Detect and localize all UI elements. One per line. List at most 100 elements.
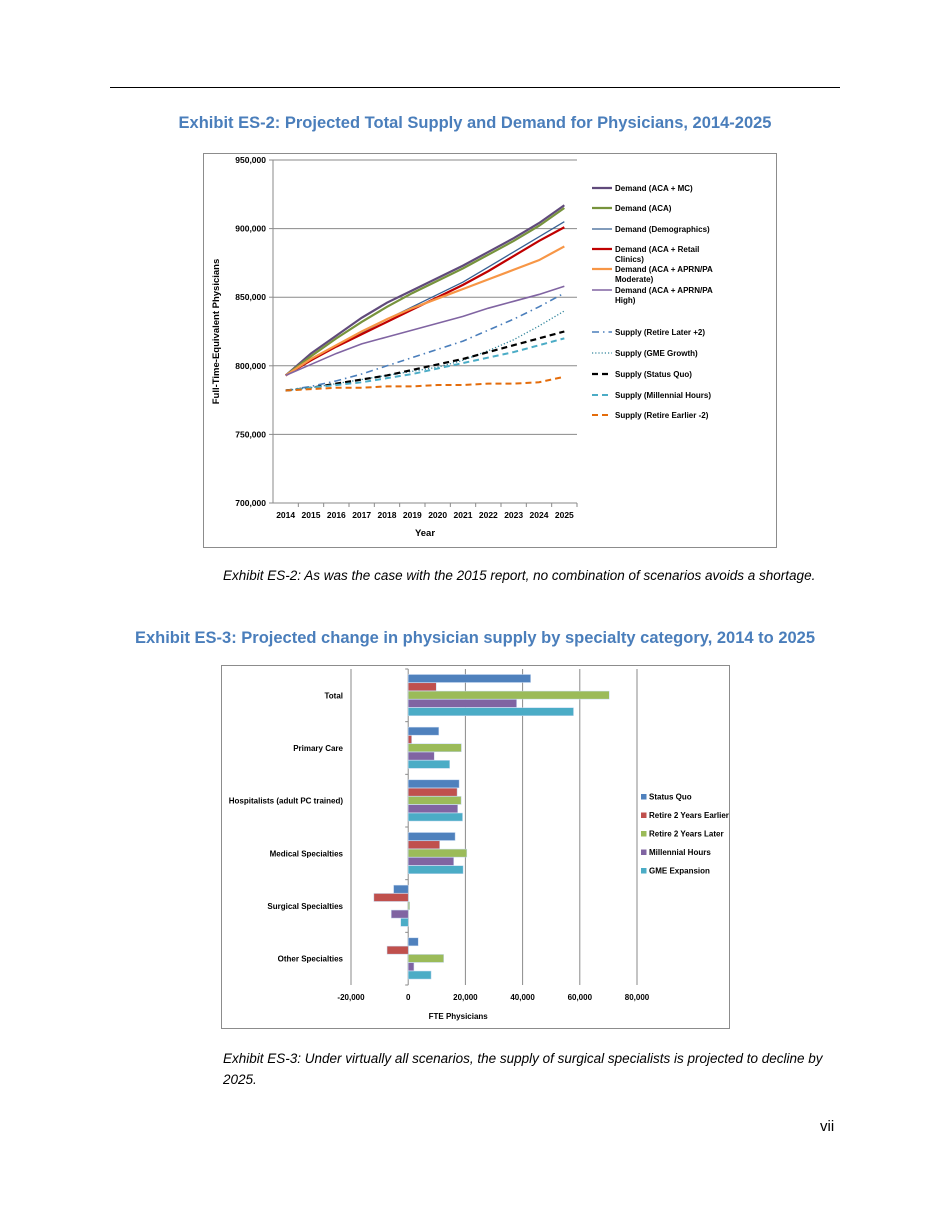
legend-label: Supply (GME Growth) (615, 349, 698, 358)
bar (407, 796, 462, 805)
bar (393, 884, 409, 894)
bar (407, 682, 437, 692)
legend-label: Retire 2 Years Earlier (649, 811, 729, 820)
x-tick-label: 0 (406, 993, 411, 1002)
bar (407, 751, 435, 761)
exhibit-es2-caption: Exhibit ES-2: As was the case with the 2… (223, 568, 816, 583)
bar (407, 699, 517, 708)
x-tick-label: 2023 (504, 510, 523, 520)
bar (407, 674, 531, 683)
legend-label: Millennial Hours (649, 848, 711, 857)
series-line (285, 375, 565, 392)
bar (386, 945, 409, 955)
x-tick-label: 80,000 (625, 993, 650, 1002)
supply-demand-line-chart: 700,000 750,000 800,000 850,000 900,000 950,0… (211, 155, 713, 539)
y-tick-label: 750,000 (235, 429, 266, 439)
category-label: Surgical Specialties (267, 902, 343, 911)
x-tick-label: 2022 (479, 510, 498, 520)
y-tick-label: 800,000 (235, 361, 266, 371)
bar-chart-frame: -20,000 0 20,000 40,000 60,000 80,000 Total Pri… (221, 665, 730, 1029)
series-line (285, 207, 565, 377)
legend-label: Retire 2 Years Later (649, 830, 724, 839)
legend-swatch (641, 812, 647, 818)
x-tick-label: 2019 (403, 510, 422, 520)
x-axis-title: Year (415, 528, 435, 539)
exhibit-es3-caption: Exhibit ES-3: Under virtually all scenar… (223, 1051, 823, 1087)
bar (407, 840, 440, 850)
category-label: Other Specialties (278, 955, 344, 964)
bar (407, 726, 440, 736)
series-line (285, 245, 565, 377)
legend-label: Demand (Demographics) (615, 225, 710, 234)
bar (400, 918, 409, 927)
bar (407, 848, 468, 858)
legend-label: Supply (Status Quo) (615, 370, 692, 379)
legend-label: Clinics) (615, 255, 644, 264)
legend-label: High) (615, 296, 636, 305)
x-tick-label: 40,000 (510, 993, 535, 1002)
bar (407, 804, 458, 813)
y-tick-label: 850,000 (235, 292, 266, 302)
bar (407, 743, 462, 753)
legend-label: Supply (Retire Later +2) (615, 328, 705, 337)
legend-swatch (641, 794, 647, 800)
bar (407, 812, 463, 822)
bar (407, 690, 610, 700)
bar (407, 865, 464, 874)
bar (407, 954, 444, 963)
y-axis-title: Full-Time-Equivalent Physicians (211, 259, 222, 405)
x-tick-label: -20,000 (337, 993, 365, 1002)
legend-label: Demand (ACA + MC) (615, 184, 693, 193)
bar (407, 857, 454, 866)
x-tick-label: 2015 (302, 510, 321, 520)
bar (373, 893, 409, 902)
x-tick-label: 20,000 (453, 993, 478, 1002)
bar (407, 901, 410, 911)
legend-swatch (641, 868, 647, 874)
x-tick-label: 2018 (378, 510, 397, 520)
bar (407, 779, 460, 789)
legend-label: Demand (ACA) (615, 204, 672, 213)
x-tick-label: 2016 (327, 510, 346, 520)
series-line (285, 330, 565, 392)
y-tick-label: 900,000 (235, 224, 266, 234)
x-axis-title: FTE Physicians (429, 1012, 489, 1021)
legend-swatch (641, 831, 647, 837)
bar (407, 970, 432, 980)
bar (407, 832, 456, 841)
series-line (285, 292, 565, 392)
category-label: Total (324, 691, 343, 700)
line-chart-frame: 700,000 750,000 800,000 850,000 900,000 950,0… (203, 153, 777, 548)
bar (407, 937, 419, 947)
category-label: Medical Specialties (270, 849, 344, 858)
bar (407, 962, 415, 971)
specialty-change-bar-chart: -20,000 0 20,000 40,000 60,000 80,000 Total Pri… (229, 668, 729, 1021)
series-line (284, 204, 565, 377)
category-label: Hospitalists (adult PC trained) (229, 797, 344, 806)
legend-swatch (641, 849, 647, 855)
x-tick-label: 2017 (352, 510, 371, 520)
bar (391, 909, 409, 919)
header-rule (110, 87, 840, 88)
x-tick-label: 60,000 (568, 993, 593, 1002)
bar (407, 760, 450, 769)
page-number: vii (820, 1118, 835, 1135)
exhibit-es3-title: Exhibit ES-3: Projected change in physic… (134, 629, 816, 647)
legend-label: Demand (ACA + APRN/PA (615, 265, 713, 274)
x-tick-label: 2024 (530, 510, 549, 520)
legend-label: Supply (Retire Earlier -2) (615, 411, 709, 420)
x-tick-label: 2021 (454, 510, 473, 520)
legend-label: GME Expansion (649, 867, 710, 876)
x-tick-label: 2020 (428, 510, 447, 520)
bar (407, 735, 412, 744)
bar (407, 787, 458, 797)
x-tick-label: 2014 (276, 510, 295, 520)
legend-label: Demand (ACA + APRN/PA (615, 286, 713, 295)
bar (407, 707, 574, 716)
legend-label: Supply (Millennial Hours) (615, 391, 711, 400)
y-tick-label: 950,000 (235, 155, 266, 165)
exhibit-es2-title: Exhibit ES-2: Projected Total Supply and… (178, 114, 772, 132)
series-line (285, 337, 565, 392)
legend-label: Moderate) (615, 275, 654, 284)
legend-label: Status Quo (649, 793, 692, 802)
